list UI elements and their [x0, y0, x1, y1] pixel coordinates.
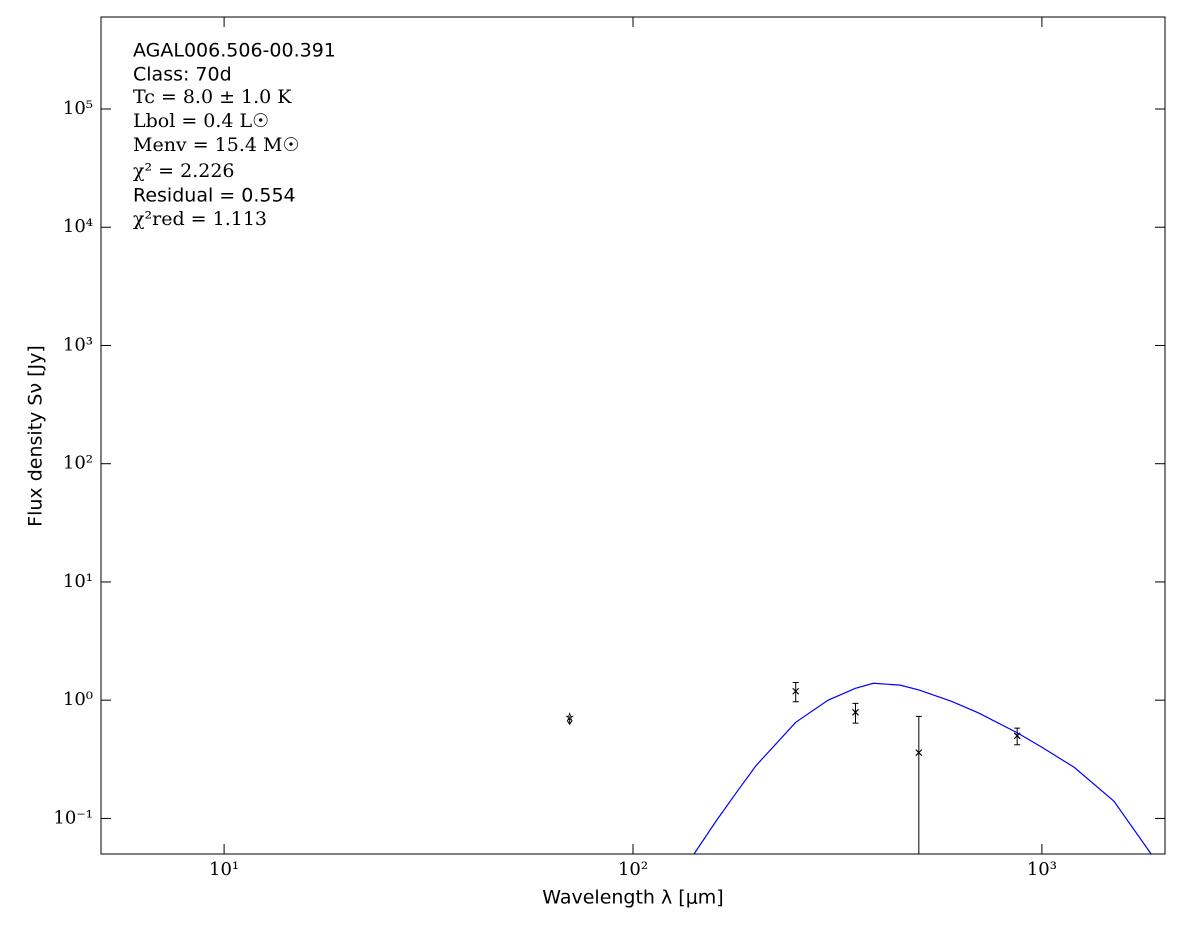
x-tick-label: 10³ [1027, 859, 1057, 880]
annotation: Tc = 8.0 ± 1.0 K [133, 86, 292, 108]
y-tick-label: 10⁵ [63, 98, 93, 119]
x-tick-label: 10¹ [209, 859, 239, 880]
y-tick-label: 10⁴ [63, 216, 93, 237]
x-tick-label: 10² [618, 859, 648, 880]
error-bar [792, 682, 799, 703]
plot-area [565, 682, 1152, 854]
y-tick-label: 10⁰ [63, 689, 93, 710]
annotation: Residual = 0.554 [133, 185, 296, 207]
y-tick-label: 10¹ [63, 571, 93, 592]
annotation: Lbol = 0.4 L☉ [133, 110, 269, 132]
y-tick-label: 10⁻¹ [53, 807, 93, 828]
upper-limit-arrow [566, 716, 573, 726]
data-point [852, 708, 859, 716]
plot-frame [100, 16, 1166, 855]
y-tick-label: 10³ [63, 334, 93, 355]
data-point [915, 749, 923, 757]
error-bar [915, 715, 922, 854]
y-tick-label: 10² [63, 453, 93, 474]
data-point [792, 687, 800, 695]
error-bar [852, 702, 859, 724]
annotation: χ²red = 1.113 [133, 208, 267, 230]
annotation: Class: 70d [133, 64, 232, 86]
y-axis-label: Flux density Sν [Jy] [25, 345, 47, 527]
annotation: χ² = 2.226 [133, 160, 235, 182]
x-axis-label: Wavelength λ [μm] [542, 887, 723, 909]
annotation: Menv = 15.4 M☉ [133, 134, 300, 156]
model-curve [693, 682, 1152, 854]
annotation: AGAL006.506-00.391 [133, 40, 336, 62]
